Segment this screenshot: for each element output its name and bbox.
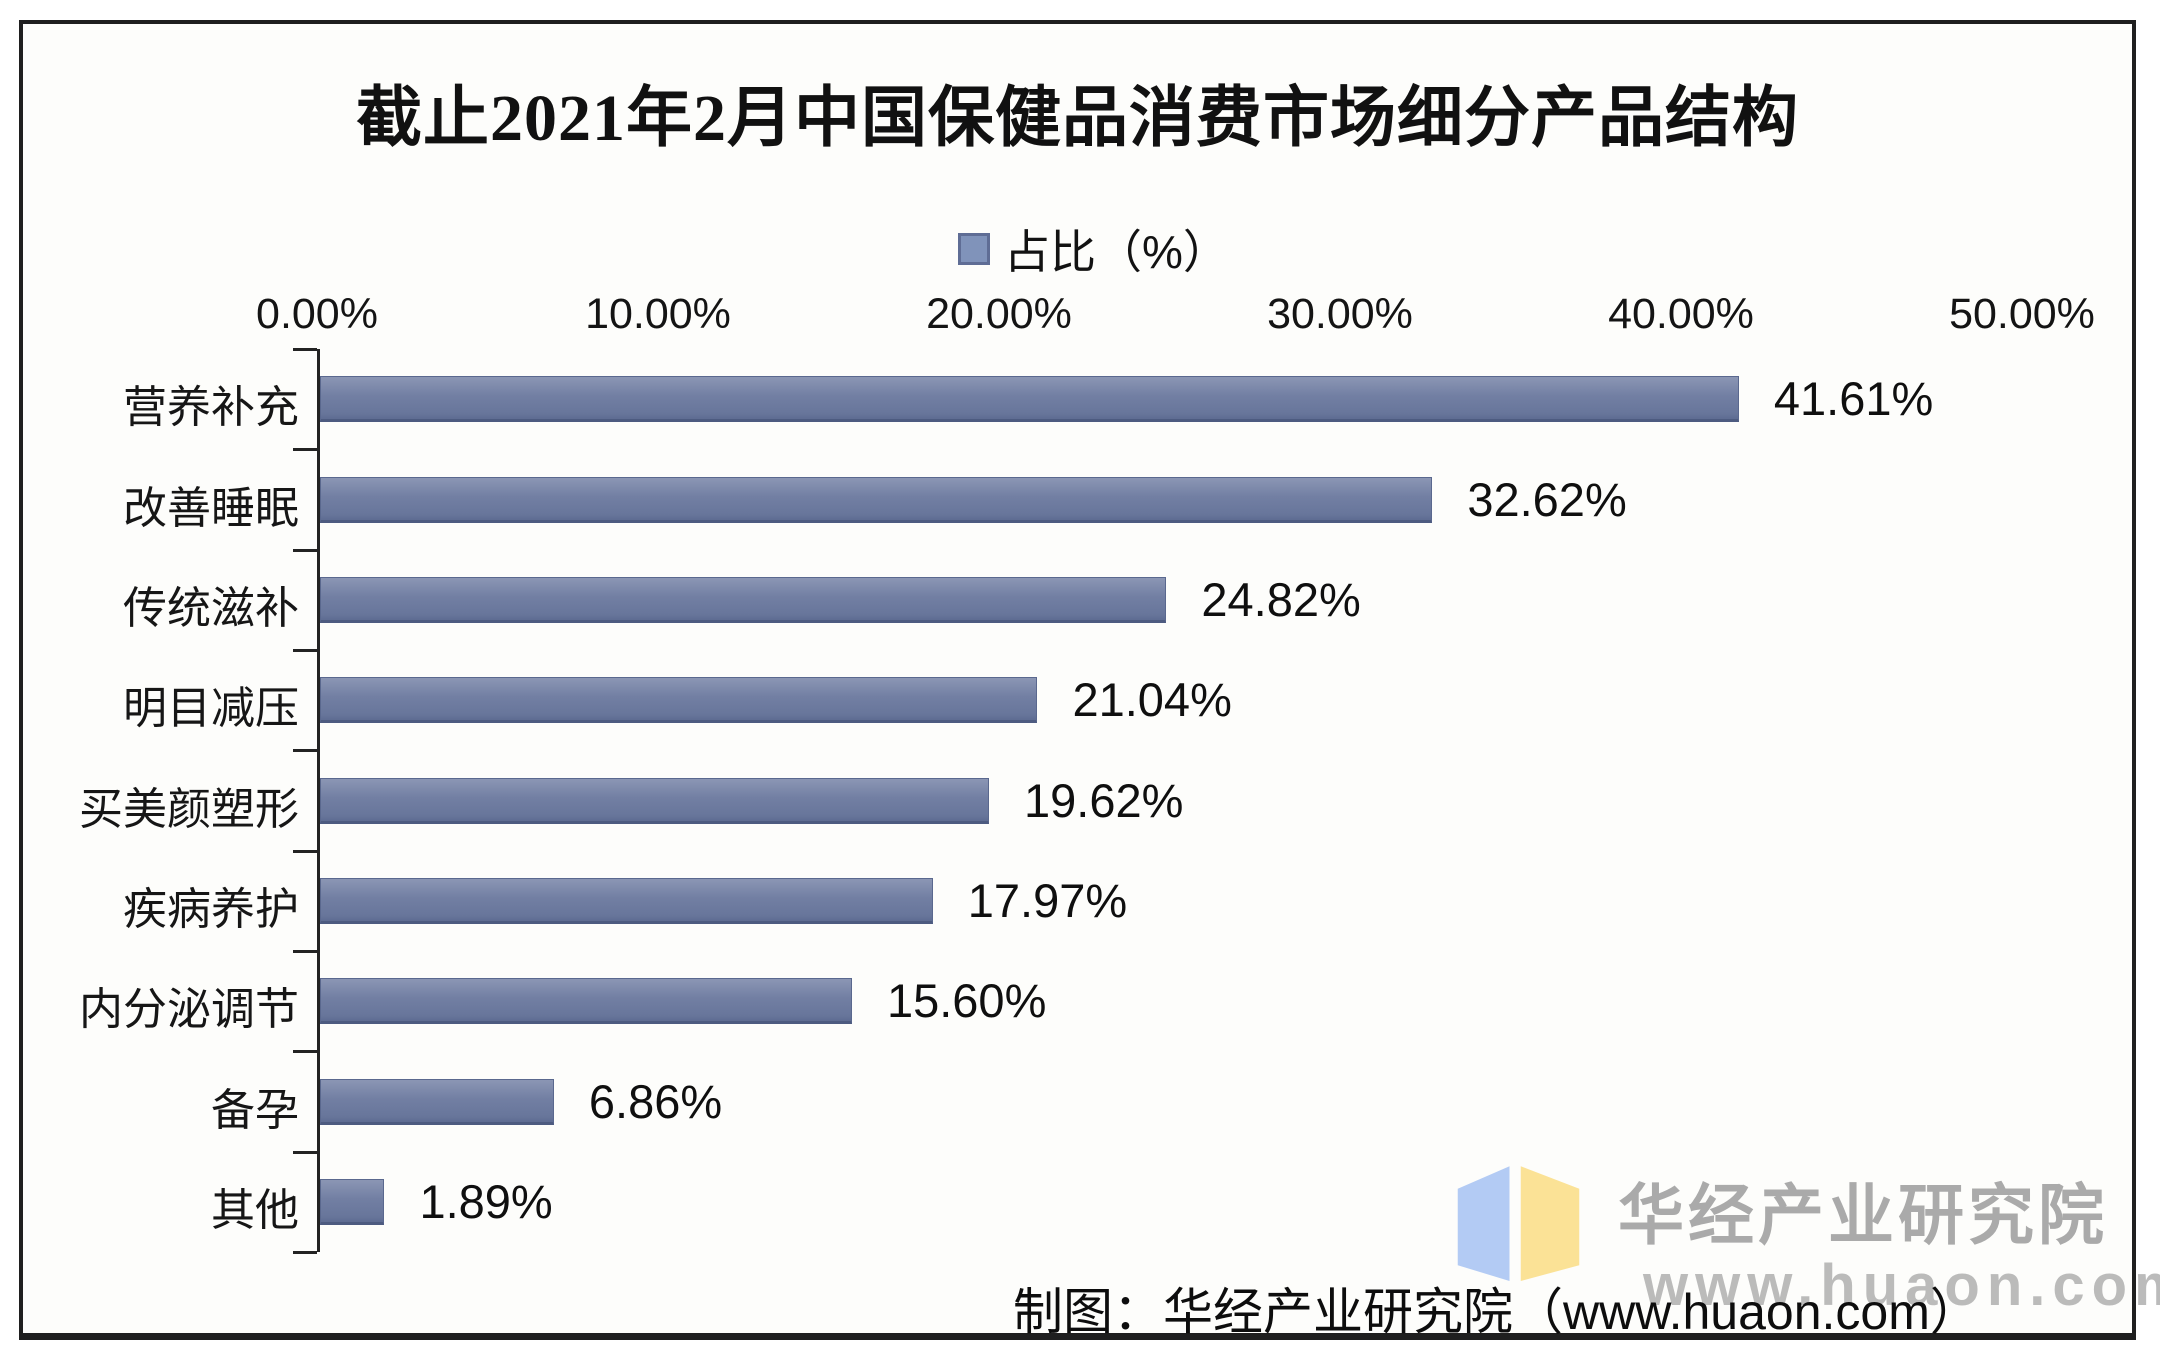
x-axis-tick-label: 20.00% — [926, 290, 1072, 338]
bar — [320, 1178, 385, 1225]
bar — [320, 576, 1167, 623]
category-axis-tick — [293, 448, 317, 452]
bar-value-label: 21.04% — [1072, 673, 1232, 727]
category-label: 传统滋补 — [123, 583, 299, 633]
bar — [320, 1078, 554, 1125]
chart-title: 截止2021年2月中国保健品消费市场细分产品结构 — [356, 82, 1799, 155]
category-axis-tick — [293, 1050, 317, 1054]
watermark-org-name: 华经产业研究院 — [1618, 1178, 2108, 1252]
bar-value-label: 19.62% — [1024, 773, 1184, 827]
watermark-url: www.huaon.com — [1643, 1253, 2160, 1318]
legend-swatch-icon — [958, 233, 990, 265]
open-book-logo-icon — [1457, 1166, 1580, 1281]
category-axis-tick — [293, 348, 317, 351]
category-axis-tick — [293, 749, 317, 753]
category-label: 疾病养护 — [123, 884, 299, 934]
bar-value-label: 24.82% — [1201, 572, 1361, 626]
category-label: 改善睡眠 — [123, 483, 299, 533]
category-label: 内分泌调节 — [79, 985, 299, 1035]
category-axis-tick — [293, 548, 317, 552]
bar — [320, 476, 1433, 523]
bar — [320, 677, 1038, 724]
x-axis-tick-label: 30.00% — [1267, 290, 1413, 338]
bar — [320, 777, 990, 824]
legend-label: 占比（%） — [1004, 226, 1229, 278]
category-label: 买美颜塑形 — [79, 784, 299, 834]
category-axis-line — [317, 349, 320, 1252]
category-label: 备孕 — [211, 1085, 299, 1135]
category-axis-tick — [293, 950, 317, 953]
category-label: 其他 — [211, 1185, 299, 1235]
bar — [320, 978, 852, 1025]
category-axis-tick — [293, 849, 317, 853]
category-label: 营养补充 — [123, 383, 299, 433]
chart-frame: 截止2021年2月中国保健品消费市场细分产品结构 占比（%） 0.00% 10.0… — [19, 20, 2160, 1340]
x-axis-tick-label: 0.00% — [256, 290, 378, 338]
bar-value-label: 6.86% — [588, 1074, 723, 1128]
legend: 占比（%） — [958, 216, 1229, 282]
bar-value-label: 15.60% — [886, 974, 1047, 1028]
bar — [320, 376, 1739, 423]
category-label: 明目减压 — [123, 684, 299, 734]
x-axis-tick-label: 10.00% — [585, 290, 731, 338]
x-axis-tick-label: 40.00% — [1608, 290, 1754, 338]
bar-value-label: 32.62% — [1467, 472, 1627, 526]
bar-value-label: 1.89% — [419, 1174, 553, 1228]
bar — [320, 877, 933, 924]
bar-value-label: 41.61% — [1773, 372, 1934, 426]
bar-value-label: 17.97% — [967, 873, 1128, 927]
source-caption: 制图：华经产业研究院（www.huaon.com） — [1013, 1284, 1980, 1340]
x-axis-tick-label: 50.00% — [1949, 290, 2095, 338]
category-axis-tick — [293, 649, 317, 652]
category-axis-tick — [293, 1150, 317, 1154]
category-axis-tick — [293, 1251, 317, 1254]
